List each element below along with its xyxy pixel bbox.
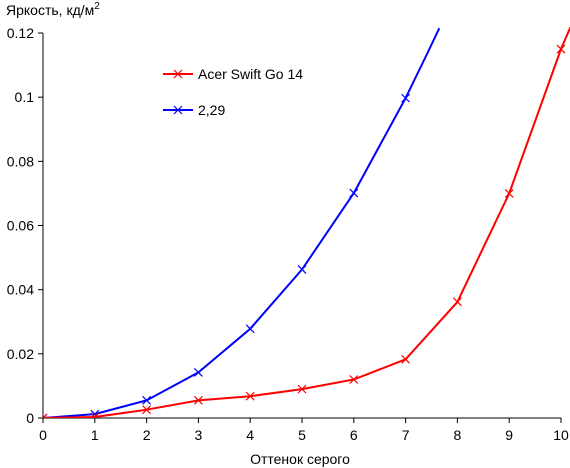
x-tick-label: 10 [553, 427, 569, 443]
legend-label: 2,29 [198, 102, 225, 118]
y-axis-label-superscript: 2 [94, 1, 100, 12]
marker-stroke [142, 405, 152, 415]
data-point [349, 375, 359, 384]
y-tick-label: 0.04 [7, 282, 34, 298]
chart-legend: Acer Swift Go 14 2,29 [163, 66, 303, 118]
x-tick-label: 5 [298, 427, 306, 443]
marker-stroke [193, 368, 203, 377]
marker-stroke [92, 412, 100, 418]
y-axis-label: Яркость, кд/м2 [6, 1, 100, 18]
x-tick-label: 8 [454, 427, 462, 443]
y-tick-label: 0.08 [7, 153, 34, 169]
legend-swatch-marker [173, 69, 183, 79]
y-tick-label: 0.12 [7, 25, 34, 41]
marker-stroke [297, 384, 307, 394]
x-tick-label: 3 [195, 427, 203, 443]
series-1 [43, 27, 441, 418]
data-point [452, 297, 462, 307]
marker-stroke [193, 395, 203, 405]
data-point [504, 188, 514, 198]
marker-stroke [297, 265, 307, 274]
data-point [297, 384, 307, 394]
x-tick-label: 7 [402, 427, 410, 443]
data-point [90, 412, 100, 418]
legend-swatch-marker [173, 105, 183, 115]
data-point [556, 44, 566, 54]
data-point [142, 405, 152, 415]
marker-stroke [556, 44, 566, 54]
data-point [43, 413, 48, 418]
marker-stroke [245, 391, 255, 401]
marker-stroke [349, 188, 359, 198]
data-point [245, 391, 255, 401]
x-tick-label: 0 [39, 427, 47, 443]
y-axis-label-main: Яркость, кд/м [6, 2, 94, 18]
x-tick-label: 1 [91, 427, 99, 443]
marker-stroke [401, 354, 411, 364]
y-tick-label: 0 [26, 410, 34, 426]
data-point [401, 354, 411, 364]
series-0 [43, 27, 570, 418]
marker-stroke [349, 375, 359, 384]
y-tick-label: 0.02 [7, 346, 34, 362]
x-tick-label: 9 [505, 427, 513, 443]
legend-label: Acer Swift Go 14 [198, 66, 303, 82]
y-tick-label: 0.06 [7, 218, 34, 234]
marker-stroke [245, 324, 255, 334]
marker-stroke [401, 93, 411, 103]
legend-item: Acer Swift Go 14 [163, 66, 303, 82]
data-point [297, 265, 307, 274]
data-point [193, 395, 203, 405]
series-line [43, 27, 441, 418]
y-tick-label: 0.1 [15, 89, 35, 105]
data-point [193, 368, 203, 377]
x-tick-label: 2 [143, 427, 151, 443]
marker-stroke [504, 188, 514, 198]
marker-stroke [173, 105, 183, 115]
marker-stroke [173, 69, 183, 79]
data-point [142, 395, 152, 405]
data-point [349, 188, 359, 198]
marker-stroke [452, 297, 462, 307]
chart-axes: 0 0.02 0.04 0.06 0.08 0.1 0.12 0 1 2 3 4 5 6 7 8 9 10 [7, 25, 569, 443]
x-tick-label: 4 [246, 427, 254, 443]
marker-stroke [43, 413, 48, 418]
data-point [401, 93, 411, 103]
x-axis-label: Оттенок серого [250, 451, 350, 467]
legend-item: 2,29 [163, 102, 225, 118]
data-point [245, 324, 255, 334]
x-tick-label: 6 [350, 427, 358, 443]
marker-stroke [142, 395, 152, 405]
series-line [43, 27, 570, 418]
chart-series-layer [43, 27, 570, 418]
